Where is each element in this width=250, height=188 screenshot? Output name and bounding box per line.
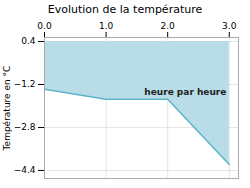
svg-text:−1.2: −1.2 xyxy=(14,79,36,89)
svg-text:−4.4: −4.4 xyxy=(14,165,36,175)
html-text:Evolution de la température: Evolution de la température xyxy=(47,3,203,16)
svg-text:1.0: 1.0 xyxy=(99,21,114,31)
svg-text:0.4: 0.4 xyxy=(21,36,36,46)
svg-text:heure par heure: heure par heure xyxy=(144,87,226,97)
svg-text:Température en °C: Température en °C xyxy=(2,66,12,152)
svg-text:2.0: 2.0 xyxy=(161,21,176,31)
svg-text:0.0: 0.0 xyxy=(37,21,52,31)
svg-text:3.0: 3.0 xyxy=(222,21,237,31)
svg-text:−2.8: −2.8 xyxy=(14,122,36,132)
